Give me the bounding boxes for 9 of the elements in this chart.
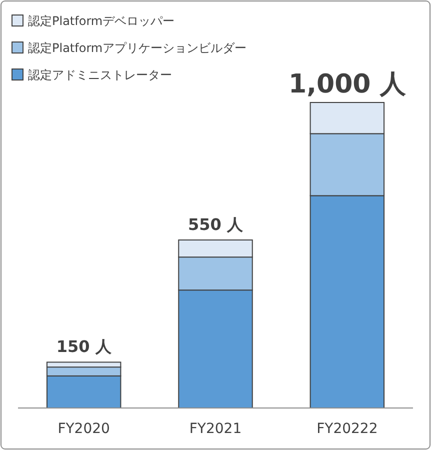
legend-label: 認定Platformアプリケーションビルダー xyxy=(28,41,247,55)
x-tick-label: FY2021 xyxy=(189,421,242,437)
total-label: 1,000 人 xyxy=(288,69,407,100)
legend-label: 認定Platformデベロッパー xyxy=(28,14,175,28)
total-label: 550 人 xyxy=(188,214,244,234)
x-tick-label: FY20222 xyxy=(316,421,378,437)
total-label: 150 人 xyxy=(56,337,112,356)
x-tick-label: FY2020 xyxy=(58,421,110,437)
legend-label: 認定アドミニストレーター xyxy=(28,68,172,82)
